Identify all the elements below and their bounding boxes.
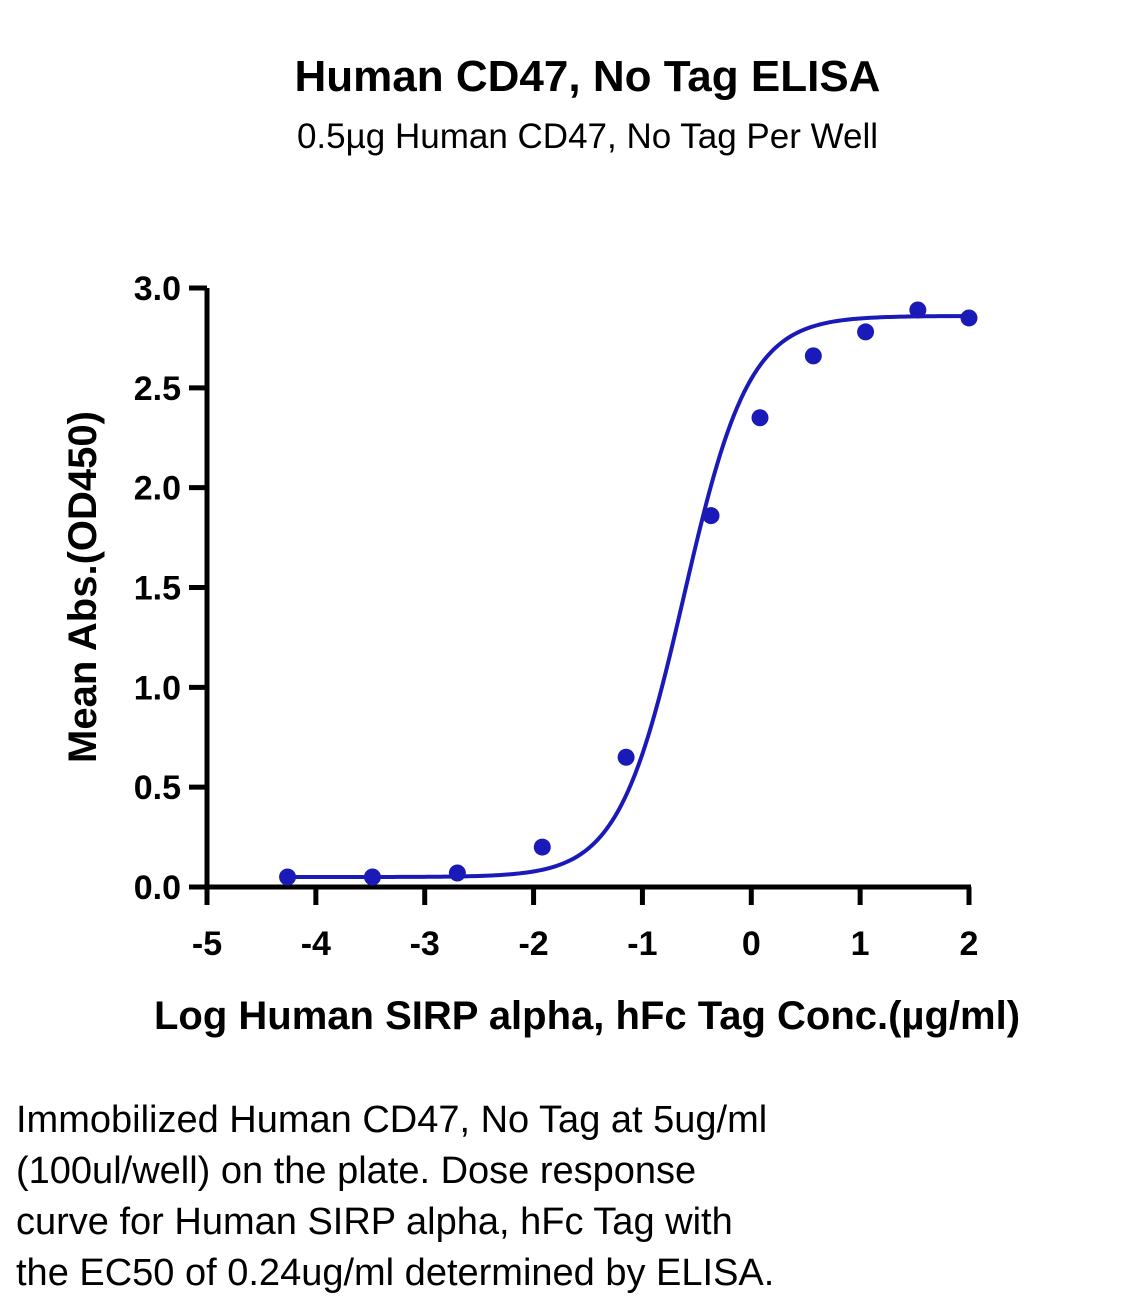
x-tick-label: -2 (518, 925, 548, 963)
figure-caption: Immobilized Human CD47, No Tag at 5ug/ml… (16, 1095, 1016, 1299)
x-tick-label: -3 (410, 925, 440, 963)
axes: 0.0 0.5 1.0 1.5 2.0 2.5 3.0 -5 -4 -3 -2 -1 0 1 2 (134, 270, 979, 963)
data-point (279, 868, 297, 886)
chart-subtitle: 0.5µg Human CD47, No Tag Per Well (296, 117, 879, 156)
x-tick-label: 2 (960, 925, 979, 963)
data-point (702, 507, 720, 525)
y-tick-label: 2.5 (134, 370, 181, 408)
data-point (857, 323, 875, 341)
caption-line: the EC50 of 0.24ug/ml determined by ELIS… (16, 1252, 775, 1294)
x-tick-label: -4 (301, 925, 331, 963)
y-tick-label: 0.5 (134, 769, 181, 807)
data-point (448, 864, 466, 882)
y-tick-label: 3.0 (134, 270, 181, 308)
x-tick-label: 0 (742, 925, 761, 963)
x-tick-label: 1 (851, 925, 870, 963)
x-axis-title: Log Human SIRP alpha, hFc Tag Conc.(µg/m… (154, 994, 1020, 1038)
data-point (533, 838, 551, 856)
x-tick-label: -1 (627, 925, 657, 963)
data-point (804, 347, 822, 365)
chart-title: Human CD47, No Tag ELISA (294, 52, 881, 101)
caption-line: curve for Human SIRP alpha, hFc Tag with (16, 1201, 733, 1243)
x-tick-label: -5 (192, 925, 222, 963)
y-axis-title: Mean Abs.(OD450) (61, 411, 105, 763)
data-point (909, 301, 927, 319)
caption-line: (100ul/well) on the plate. Dose response (16, 1150, 697, 1192)
data-point (617, 748, 635, 766)
data-point (363, 868, 381, 886)
data-point (960, 309, 978, 327)
fit-curve-line (287, 314, 970, 880)
caption-line: Immobilized Human CD47, No Tag at 5ug/ml (16, 1099, 768, 1141)
y-tick-label: 0.0 (134, 869, 181, 907)
y-tick-label: 1.0 (134, 669, 181, 707)
y-tick-label: 1.5 (134, 570, 181, 608)
y-tick-label: 2.0 (134, 470, 181, 508)
data-point (751, 409, 769, 427)
fit-curve-layer (287, 314, 970, 880)
data-points-layer (279, 301, 978, 886)
